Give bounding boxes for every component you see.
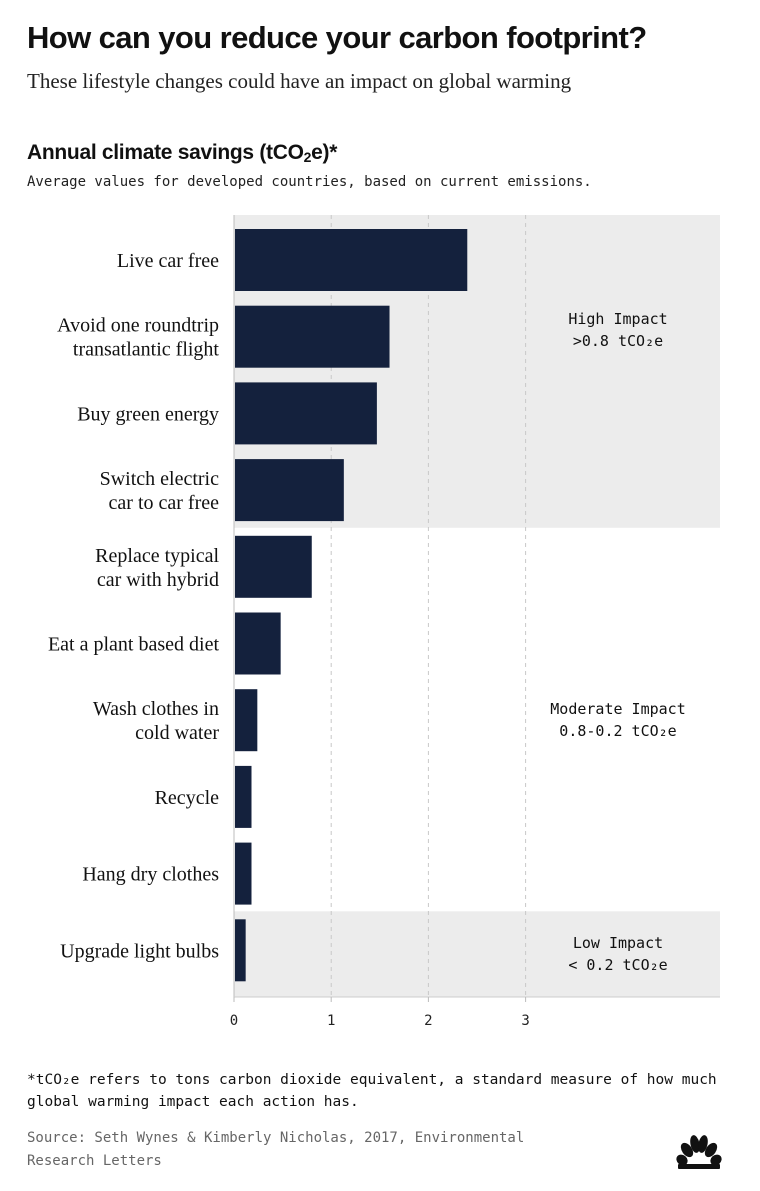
bar-1 [235, 305, 390, 368]
tick-label-1: 1 [327, 1013, 335, 1029]
category-label-3: Switch electric car to car free [100, 468, 220, 514]
zone-label-range-2: < 0.2 tCO₂e [568, 956, 667, 974]
bar-8 [235, 842, 252, 905]
category-label-0: Live car free [117, 250, 219, 272]
category-label-line: Wash clothes in [93, 698, 219, 720]
category-label-8: Hang dry clothes [82, 864, 219, 886]
category-label-line: cold water [135, 722, 219, 744]
bar-4 [235, 535, 312, 598]
category-label-line: Eat a plant based diet [48, 634, 219, 656]
tick-label-2: 2 [424, 1013, 432, 1029]
page-title: How can you reduce your carbon footprint… [27, 20, 647, 55]
zone-label-range-0: >0.8 tCO₂e [573, 332, 663, 350]
tick-label-0: 0 [230, 1013, 238, 1029]
category-label-line: Upgrade light bulbs [60, 940, 219, 962]
chart-title-text: Annual climate savings (tCO [27, 141, 304, 164]
category-label-1: Avoid one roundtrip transatlantic flight [57, 315, 219, 361]
category-label-6: Wash clothes in cold water [93, 698, 219, 744]
bar-7 [235, 765, 252, 828]
bar-2 [235, 382, 377, 445]
category-label-line: Live car free [117, 250, 219, 272]
category-label-line: car with hybrid [97, 569, 219, 591]
zone-label-name-1: Moderate Impact [550, 700, 685, 718]
peacock-logo-icon [676, 1135, 722, 1169]
category-label-line: Switch electric [100, 468, 220, 490]
zone-label-name-0: High Impact [568, 310, 667, 328]
category-label-line: Avoid one roundtrip [57, 315, 219, 337]
tick-label-3: 3 [521, 1013, 529, 1029]
source-note: Source: Seth Wynes & Kimberly Nicholas, … [27, 1130, 525, 1169]
chart-title-suffix: e)* [311, 141, 338, 164]
footnote: *tCO₂e refers to tons carbon dioxide equ… [27, 1072, 717, 1110]
page-subtitle: These lifestyle changes could have an im… [27, 69, 572, 93]
category-label-4: Replace typical car with hybrid [95, 545, 219, 591]
bar-6 [235, 689, 258, 752]
category-label-line: Replace typical [95, 545, 219, 567]
bar-0 [235, 229, 468, 291]
category-label-line: car to car free [109, 492, 220, 514]
category-label-line: Hang dry clothes [82, 864, 219, 886]
chart-title-subscript: 2 [303, 149, 312, 165]
category-label-line: Recycle [155, 787, 220, 809]
category-label-7: Recycle [155, 787, 220, 809]
zone-label-name-2: Low Impact [573, 934, 663, 952]
category-label-9: Upgrade light bulbs [60, 940, 219, 962]
chart-title: Annual climate savings (tCO2e)* [27, 141, 337, 165]
bar-3 [235, 459, 344, 522]
category-label-line: Buy green energy [77, 403, 219, 425]
chart-subtitle: Average values for developed countries, … [27, 174, 592, 190]
bar-9 [235, 919, 246, 982]
bar-chart: Live car free Avoid one roundtrip transatl… [48, 215, 720, 1029]
category-label-5: Eat a plant based diet [48, 634, 219, 656]
category-label-line: transatlantic flight [73, 339, 220, 361]
zone-background-2 [234, 911, 720, 997]
category-label-2: Buy green energy [77, 403, 219, 425]
bar-5 [235, 612, 281, 675]
zone-label-range-1: 0.8-0.2 tCO₂e [559, 722, 676, 740]
zone-background-1 [234, 527, 720, 913]
